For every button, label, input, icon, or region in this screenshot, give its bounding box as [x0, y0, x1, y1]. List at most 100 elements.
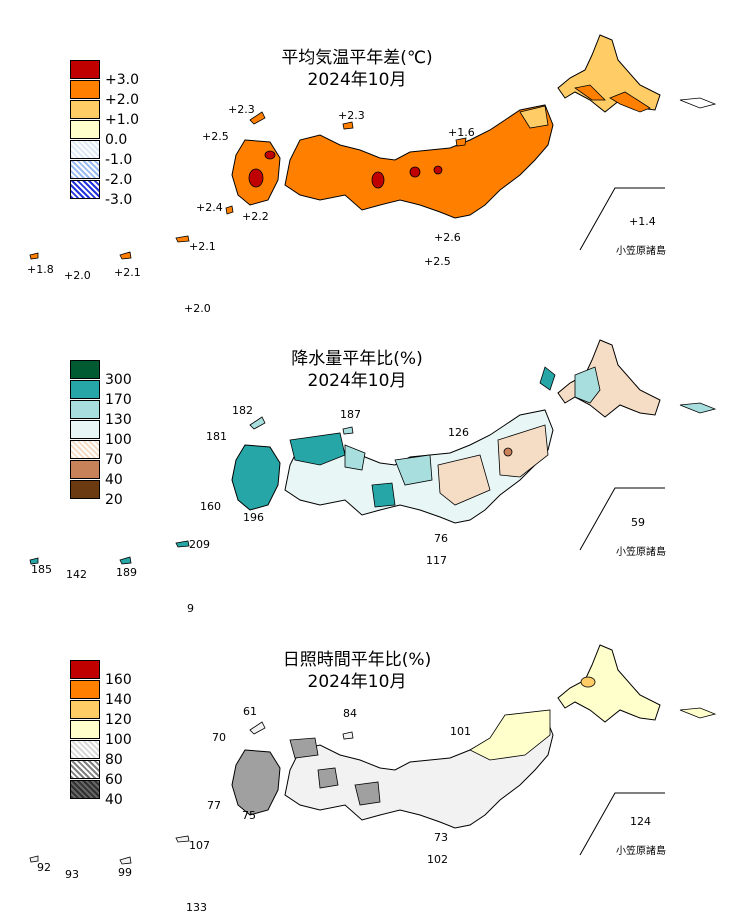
legend-label: 80 — [105, 752, 123, 768]
station-value: 133 — [186, 901, 207, 914]
legend-label: 100 — [105, 732, 132, 748]
legend-label: 70 — [105, 452, 123, 468]
legend-label: 60 — [105, 772, 123, 788]
temperature-title: 平均気温平年差(℃) — [281, 48, 433, 68]
legend-label: +2.0 — [105, 92, 139, 108]
station-value: +1.6 — [448, 126, 475, 139]
station-value: 92 — [37, 861, 51, 874]
station-value: 59 — [631, 516, 645, 529]
station-value: 70 — [212, 731, 226, 744]
station-value: 102 — [427, 853, 448, 866]
ogasawara-label: 小笠原諸島 — [616, 547, 666, 558]
legend-label: 20 — [105, 492, 123, 508]
ogasawara-label: 小笠原諸島 — [616, 246, 666, 257]
station-value: 9 — [187, 602, 194, 615]
legend-swatch — [70, 460, 100, 479]
legend-label: 300 — [105, 372, 132, 388]
legend-swatch — [70, 480, 100, 499]
legend-swatch — [70, 720, 100, 739]
legend-swatch — [70, 80, 100, 99]
legend-label: +1.0 — [105, 112, 139, 128]
station-value: +2.3 — [228, 103, 255, 116]
legend-label: 130 — [105, 412, 132, 428]
station-value: +1.4 — [629, 215, 656, 228]
station-value: 76 — [434, 532, 448, 545]
legend-label: -3.0 — [105, 192, 133, 208]
legend-swatch — [70, 440, 100, 459]
sunshine-subtitle: 2024年10月 — [307, 672, 407, 692]
legend-label: 0.0 — [105, 132, 128, 148]
sunshine-panel: 日照時間平年比(%) 2024年10月 160 140 120 100 80 6… — [0, 610, 750, 915]
legend-swatch — [70, 180, 100, 199]
legend-label: 160 — [105, 672, 132, 688]
station-value: +2.0 — [184, 302, 211, 315]
legend-swatch — [70, 760, 100, 779]
station-value: 84 — [343, 707, 357, 720]
station-value: 93 — [65, 868, 79, 881]
station-value: 189 — [116, 566, 137, 579]
legend-swatch — [70, 780, 100, 799]
station-value: 142 — [66, 568, 87, 581]
legend-label: 40 — [105, 472, 123, 488]
japan-map-temperature — [29, 34, 717, 260]
legend-swatch — [70, 140, 100, 159]
japan-map-precipitation — [29, 339, 717, 565]
honshu-region — [284, 104, 554, 219]
station-value: +2.2 — [242, 210, 269, 223]
station-value: 209 — [189, 538, 210, 551]
station-value: 124 — [630, 815, 651, 828]
legend-swatch — [70, 680, 100, 699]
legend-swatch — [70, 700, 100, 719]
station-value: +2.6 — [434, 231, 461, 244]
station-value: +2.5 — [424, 255, 451, 268]
station-value: 181 — [206, 430, 227, 443]
legend-label: 100 — [105, 432, 132, 448]
precipitation-subtitle: 2024年10月 — [307, 371, 407, 391]
japan-map-sunshine — [29, 644, 717, 865]
station-value: 185 — [31, 563, 52, 576]
precipitation-panel: 降水量平年比(%) 2024年10月 300 170 130 100 70 40… — [0, 305, 750, 614]
station-value: +2.5 — [202, 130, 229, 143]
legend-swatch — [70, 60, 100, 79]
hokkaido-region — [557, 34, 661, 113]
station-value: 101 — [450, 725, 471, 738]
legend-swatch — [70, 360, 100, 379]
legend-label: -1.0 — [105, 152, 133, 168]
station-value: 73 — [434, 831, 448, 844]
legend-swatch — [70, 160, 100, 179]
ogasawara-label: 小笠原諸島 — [616, 846, 666, 857]
station-value: 187 — [340, 408, 361, 421]
legend-swatch — [70, 660, 100, 679]
legend-swatch — [70, 120, 100, 139]
legend-label: 140 — [105, 692, 132, 708]
station-value: 107 — [189, 839, 210, 852]
station-value: 117 — [426, 554, 447, 567]
station-value: 75 — [242, 809, 256, 822]
temperature-panel: 平均気温平年差(℃) 2024年10月 +3.0 +2.0 +1.0 0.0 -… — [0, 0, 750, 314]
legend-label: 40 — [105, 792, 123, 808]
station-value: +2.4 — [196, 201, 223, 214]
station-value: 160 — [200, 500, 221, 513]
station-value: 61 — [243, 705, 257, 718]
sunshine-title: 日照時間平年比(%) — [282, 650, 432, 670]
legend-swatch — [70, 400, 100, 419]
legend-label: -2.0 — [105, 172, 133, 188]
station-value: +1.8 — [27, 263, 54, 276]
legend-swatch — [70, 380, 100, 399]
temperature-subtitle: 2024年10月 — [307, 70, 407, 90]
station-value: 182 — [232, 404, 253, 417]
legend-swatch — [70, 100, 100, 119]
station-value: +2.1 — [114, 266, 141, 279]
station-value: +2.1 — [189, 240, 216, 253]
station-value: +2.3 — [338, 109, 365, 122]
legend-swatch — [70, 420, 100, 439]
legend-swatch — [70, 740, 100, 759]
precipitation-title: 降水量平年比(%) — [291, 349, 423, 369]
legend-label: 120 — [105, 712, 132, 728]
station-value: 99 — [118, 866, 132, 879]
legend-label: +3.0 — [105, 72, 139, 88]
legend-label: 170 — [105, 392, 132, 408]
station-value: 196 — [243, 511, 264, 524]
station-value: 126 — [448, 426, 469, 439]
station-value: +2.0 — [64, 269, 91, 282]
